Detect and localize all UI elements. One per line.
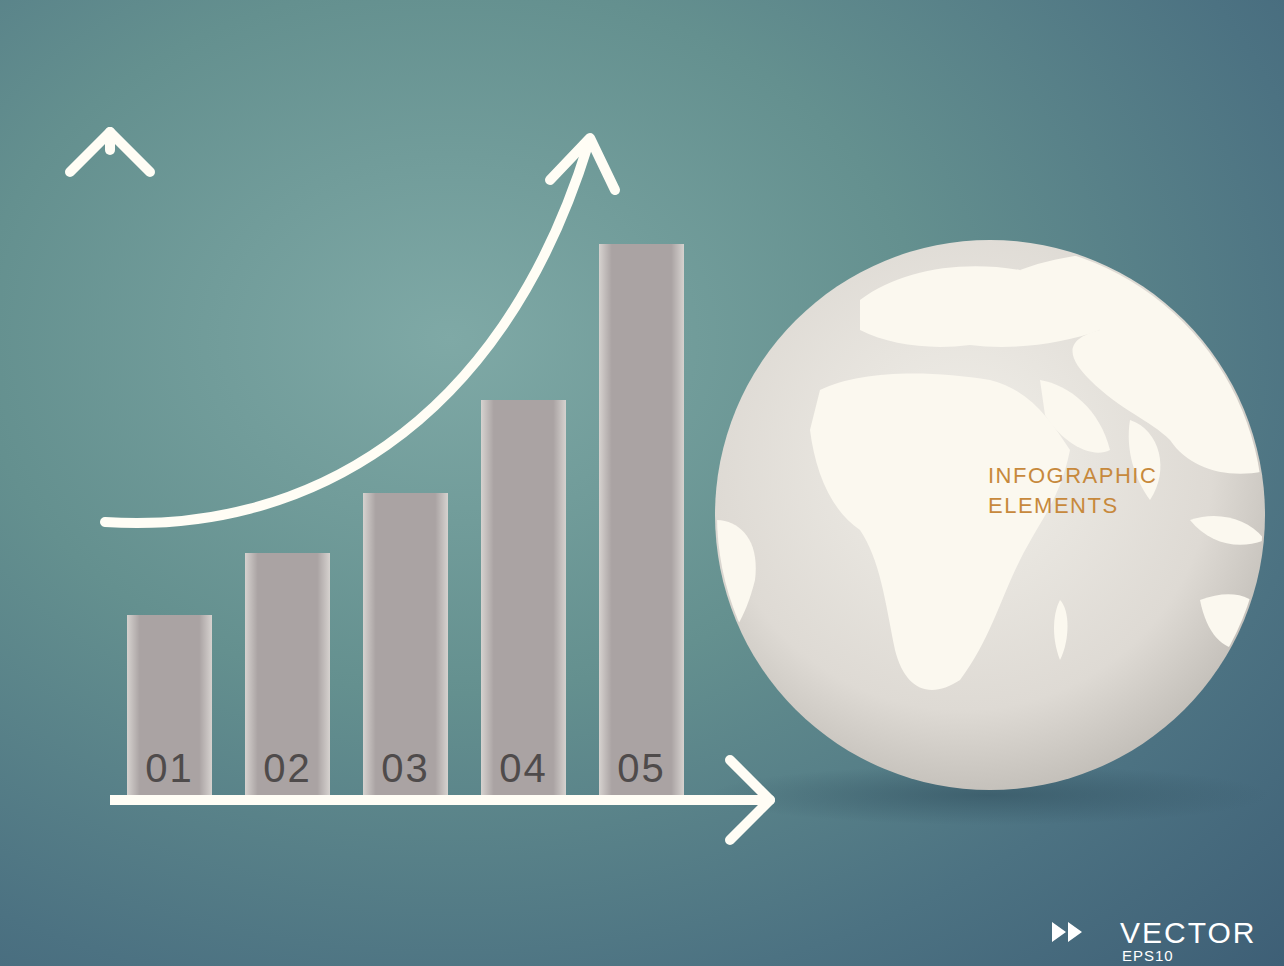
svg-text:ELEMENTS: ELEMENTS <box>988 493 1119 518</box>
svg-text:INFOGRAPHIC: INFOGRAPHIC <box>988 463 1157 488</box>
svg-text:05: 05 <box>617 746 666 790</box>
svg-text:02: 02 <box>263 746 312 790</box>
svg-text:EPS10: EPS10 <box>1122 947 1174 964</box>
svg-text:VECTOR: VECTOR <box>1120 916 1256 949</box>
svg-text:04: 04 <box>499 746 548 790</box>
svg-text:03: 03 <box>381 746 430 790</box>
svg-text:01: 01 <box>145 746 194 790</box>
